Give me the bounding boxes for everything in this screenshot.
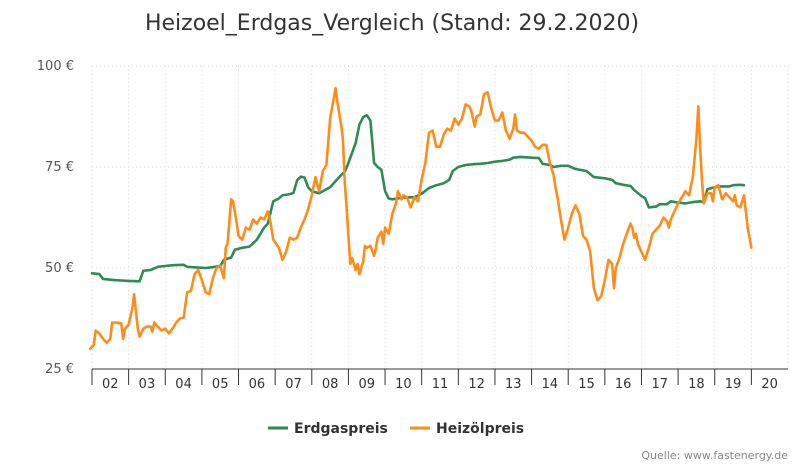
x-tick-label: 12 — [468, 377, 485, 392]
x-tick-label: 03 — [139, 377, 156, 392]
y-axis-ticks: 25 € 50 € 75 € 100 € — [37, 59, 74, 377]
x-tick-label: 08 — [322, 377, 339, 392]
source-credit: Quelle: www.fastenergy.de — [641, 449, 788, 462]
x-axis-ticks: 02 03 04 05 06 07 08 09 10 11 12 13 14 15 16 17 18 19 20 — [91, 369, 778, 392]
x-tick-label: 10 — [395, 377, 412, 392]
y-tick-label: 100 € — [37, 59, 74, 74]
y-tick-label: 50 € — [45, 261, 74, 276]
legend-item-erdgaspreis[interactable]: Erdgaspreis — [268, 421, 388, 437]
x-tick-label: 04 — [175, 377, 192, 392]
series-lines — [88, 86, 753, 351]
chart-title: Heizoel_Erdgas_Vergleich (Stand: 29.2.20… — [145, 11, 639, 36]
x-tick-label: 02 — [102, 377, 119, 392]
x-tick-label: 17 — [652, 377, 669, 392]
x-tick-label: 05 — [212, 377, 229, 392]
x-tick-label: 07 — [285, 377, 302, 392]
x-tick-label: 16 — [615, 377, 632, 392]
x-tick-label: 20 — [761, 377, 778, 392]
x-tick-label: 15 — [578, 377, 595, 392]
x-tick-label: 06 — [249, 377, 266, 392]
x-tick-label: 09 — [358, 377, 375, 392]
y-tick-label: 75 € — [45, 160, 74, 175]
x-tick-label: 13 — [505, 377, 522, 392]
x-tick-label: 11 — [432, 377, 449, 392]
grid — [91, 65, 789, 370]
legend-label: Heizölpreis — [436, 421, 524, 437]
x-tick-label: 14 — [542, 377, 559, 392]
legend[interactable]: Erdgaspreis Heizölpreis — [268, 421, 524, 437]
x-tick-label: 19 — [725, 377, 742, 392]
series-line-heizoelpreis — [88, 86, 753, 351]
legend-item-heizoelpreis[interactable]: Heizölpreis — [410, 421, 524, 437]
x-tick-label: 18 — [688, 377, 705, 392]
y-tick-label: 25 € — [45, 362, 74, 377]
legend-label: Erdgaspreis — [294, 421, 388, 437]
